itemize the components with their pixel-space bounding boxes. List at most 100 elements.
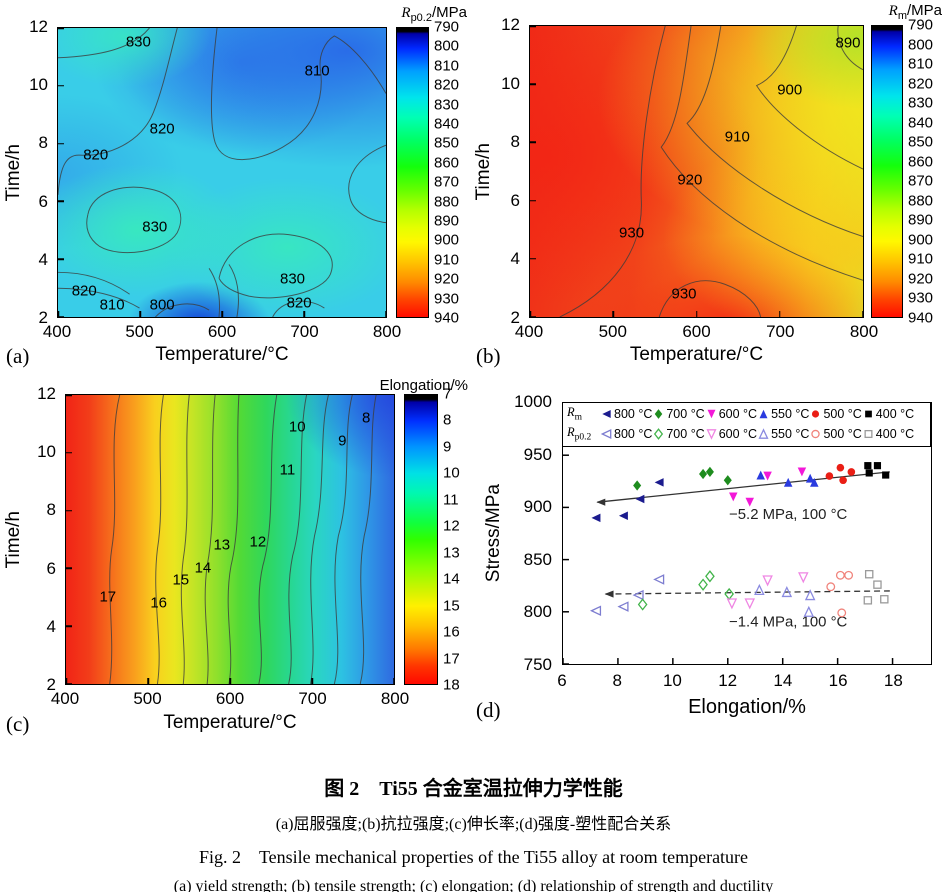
x-tick-label: 600 [215, 689, 245, 708]
contour-label: 8 [361, 409, 371, 427]
y-tick-label: 12 [501, 15, 520, 34]
legend-item: 700 °C [652, 407, 705, 421]
x-tick-label: 400 [50, 689, 80, 708]
y-tick-mark [66, 452, 72, 454]
caption-english-title: Fig. 2 Tensile mechanical properties of … [198, 847, 749, 867]
x-axis-title: Temperature/°C [155, 344, 289, 365]
scatter-marker-circle [837, 608, 847, 618]
legend-item: 700 °C [652, 427, 705, 441]
scatter-marker-tri-up [803, 605, 815, 617]
y-tick-label: 10 [37, 442, 56, 462]
scatter-marker-diamond [699, 468, 708, 480]
x-tick-mark [695, 311, 698, 317]
caption-chinese-title: 图 2 Ti55 合金室温拉伸力学性能 [324, 778, 623, 800]
x-tick-mark [66, 678, 67, 684]
y-tick-label: 8 [510, 132, 520, 152]
colorbar-tick-label: 800 [434, 37, 460, 55]
contour-label: 810 [99, 296, 125, 314]
contour-label: 930 [671, 285, 697, 303]
scatter-marker-tri-up [759, 409, 768, 419]
legend-row: Rp0.2 800 °C 700 °C 600 °C 550 °C 500 °C 400 °… [567, 424, 930, 444]
y-tick-label: 950 [523, 444, 552, 464]
scatter-marker-square [864, 429, 873, 439]
contour-label: 830 [125, 33, 151, 51]
colorbar-tick-label: 830 [908, 94, 934, 112]
colorbar-tick-label: 850 [434, 134, 460, 152]
scatter-marker-diamond [723, 475, 732, 486]
scatter-marker-diamond [633, 480, 642, 491]
scatter-marker-square [865, 469, 873, 477]
legend-item: 800 °C [600, 427, 652, 441]
legend-item: 500 °C [809, 427, 862, 441]
legend-item-label: 550 °C [771, 427, 810, 441]
scatter-marker-tri-up [754, 583, 765, 595]
contour-lines [559, 26, 863, 317]
scatter-plot-strength-ductility: −5.2 MPa, 100 °C −1.4 MPa, 100 °C Rm 800 °… [562, 402, 932, 665]
y-tick-label: 12 [29, 17, 48, 36]
scatter-marker-diamond [698, 578, 708, 591]
scatter-marker-circle [825, 472, 834, 480]
scatter-marker-square [864, 569, 874, 579]
y-tick-mark [58, 28, 64, 29]
colorbar-tick-label: 9 [443, 438, 452, 456]
scatter-marker-tri-down [745, 497, 754, 507]
contour-label: 10 [288, 418, 306, 436]
colorbar-var: R [888, 3, 898, 19]
contour-label: 920 [677, 171, 703, 189]
x-tick-label: 14 [773, 671, 793, 690]
legend-marker-icon [600, 428, 612, 440]
colorbar-tick-label: 830 [434, 96, 460, 114]
y-tick-label: 4 [510, 249, 520, 269]
x-axis-title: Temperature/°C [629, 344, 764, 365]
y-tick-mark [66, 395, 72, 396]
legend-item: 400 °C [862, 407, 914, 421]
colorbar-tick-label: 900 [908, 231, 934, 249]
y-tick-mark [530, 26, 536, 27]
colorbar-tick-label: 910 [434, 251, 460, 269]
scatter-marker-diamond [724, 587, 734, 601]
legend-item-label: 400 °C [875, 407, 915, 421]
y-tick-mark [530, 316, 536, 317]
x-tick-label: 12 [718, 671, 738, 690]
legend-marker-icon [602, 410, 611, 418]
x-tick-label: 6 [557, 671, 567, 690]
legend-item-label: 400 °C [875, 427, 915, 441]
scatter-marker-square [880, 595, 889, 604]
caption-english-subtitle: (a) yield strength; (b) tensile strength… [173, 878, 774, 892]
contour-plot-yield-strength: 830 810 820 820 830 830 820 810 800 820 [57, 27, 387, 318]
x-tick-label: 800 [372, 322, 402, 341]
y-tick-label: 6 [46, 558, 56, 578]
x-tick-mark [385, 311, 386, 317]
x-tick-mark [58, 311, 59, 317]
x-tick-label: 600 [682, 322, 711, 341]
colorbar-sub: p0.2 [410, 12, 432, 24]
colorbar-tick-label: 870 [434, 173, 460, 191]
legend-item-label: 700 °C [666, 407, 705, 421]
scatter-marker-tri-down [797, 467, 807, 477]
x-tick-label: 500 [598, 322, 627, 341]
colorbar-tick-label: 820 [908, 75, 934, 93]
colorbar-tick-label: 920 [434, 270, 460, 288]
legend-marker-icon [812, 410, 820, 418]
colorbar-tick-label: 10 [443, 464, 460, 482]
scatter-marker-tri-down [729, 492, 738, 502]
colorbar-tick-label: 790 [434, 18, 460, 36]
scatter-marker-circle [844, 570, 854, 580]
legend-item-label: 550 °C [771, 407, 810, 421]
colorbar-tick-label: 17 [443, 650, 460, 668]
x-tick-label: 500 [125, 322, 154, 341]
contour-label: 11 [279, 461, 296, 479]
legend: Rm 800 °C 700 °C 600 °C 550 °C 500 °C 400 °C Rp… [562, 402, 931, 447]
colorbar-unit: /MPa [906, 2, 942, 19]
contour-label: 800 [149, 296, 175, 314]
legend-marker-icon [864, 410, 872, 418]
legend-item: 550 °C [757, 427, 809, 441]
legend-marker-icon [706, 429, 717, 440]
colorbar [404, 394, 438, 685]
scatter-marker-tri-left [602, 410, 611, 418]
x-axis-ticks: 6 8 10 12 14 16 18 [557, 671, 932, 693]
trend-line-solid [597, 471, 890, 503]
x-tick-label: 500 [133, 689, 162, 708]
scatter-marker-circle [811, 429, 821, 439]
x-tick-mark [311, 678, 313, 684]
